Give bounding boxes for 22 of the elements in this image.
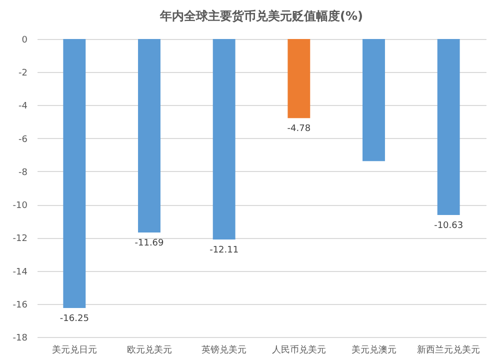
data-label: -16.25 (60, 314, 89, 324)
y-tick-label: -2 (18, 68, 28, 79)
data-label: -11.69 (134, 238, 164, 249)
y-tick-label: -6 (18, 134, 28, 145)
data-label: -4.78 (287, 124, 311, 134)
x-tick-label: 美元兑澳元 (351, 344, 396, 356)
y-tick-label: -4 (18, 102, 28, 112)
y-tick-label: -14 (12, 267, 28, 278)
x-tick-label: 美元兑日元 (52, 344, 97, 356)
y-tick-label: -18 (12, 334, 28, 344)
y-tick-label: 0 (22, 36, 28, 46)
y-tick-label: -16 (12, 300, 28, 310)
x-tick-label: 新西兰元兑美元 (417, 344, 480, 356)
chart-title: 年内全球主要货币兑美元贬值幅度(%) (159, 9, 363, 23)
x-tick-label: 人民币兑美元 (272, 344, 326, 356)
x-tick-label: 英镑兑美元 (202, 344, 247, 356)
y-tick-label: -12 (12, 234, 28, 244)
x-tick-label: 欧元兑美元 (126, 344, 172, 356)
y-tick-label: -8 (18, 168, 28, 178)
data-label: -12.11 (210, 245, 239, 256)
y-tick-label: -10 (12, 201, 28, 212)
data-label: -10.63 (434, 220, 464, 231)
